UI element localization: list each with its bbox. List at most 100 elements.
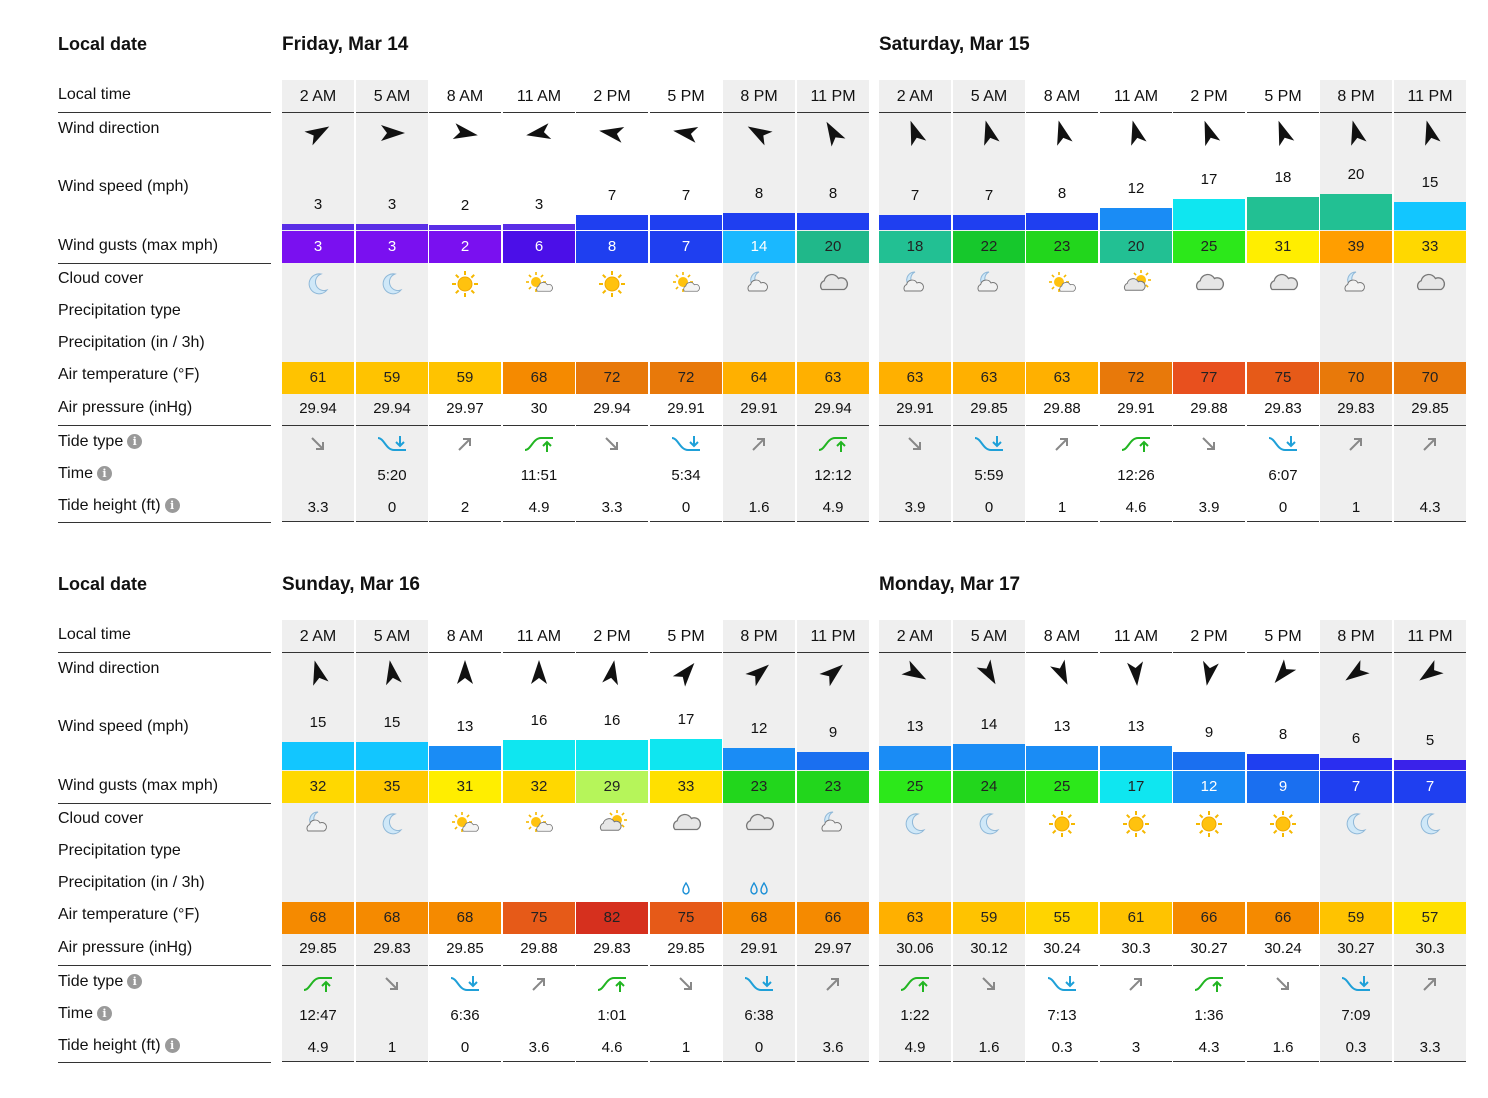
forecast-column: 2 PM 17 25 77 29.88 3.9 bbox=[1173, 80, 1245, 522]
row-divider bbox=[879, 425, 951, 426]
tide-height-value: 1.6 bbox=[978, 1039, 1000, 1056]
rising-tide-icon bbox=[1026, 434, 1098, 458]
row-label-air-pressure-text: Air pressure (inHg) bbox=[58, 399, 193, 416]
row-divider bbox=[1320, 1061, 1392, 1062]
wind-direction-arrow-icon bbox=[1173, 118, 1245, 152]
time-label: 5 PM bbox=[667, 628, 705, 645]
row-divider bbox=[879, 652, 951, 653]
cloud-icon bbox=[650, 809, 722, 839]
high-tide-icon bbox=[879, 974, 951, 998]
wind-speed-value: 5 bbox=[1425, 732, 1435, 749]
moon-cloud-icon bbox=[879, 269, 951, 299]
tide-height-value: 4.6 bbox=[1125, 499, 1147, 516]
air-pressure-value: 29.97 bbox=[814, 940, 852, 957]
row-divider bbox=[879, 965, 951, 966]
row-label-precipitation-type-text: Precipitation type bbox=[58, 302, 181, 319]
wind-gust-value: 9 bbox=[1247, 771, 1319, 803]
sun-cloud-icon bbox=[503, 269, 575, 299]
wind-gust-value: 39 bbox=[1320, 231, 1392, 263]
row-divider bbox=[503, 1061, 575, 1062]
forecast-column: 11 AM 3 6 68 30 11:51 4.9 bbox=[503, 80, 575, 522]
tide-height-value: 0 bbox=[387, 499, 397, 516]
info-icon[interactable]: i bbox=[96, 466, 112, 481]
moon-icon bbox=[282, 269, 354, 299]
wind-speed-value: 12 bbox=[1127, 180, 1145, 197]
sun-icon bbox=[1173, 809, 1245, 839]
air-temperature-value: 82 bbox=[576, 902, 648, 934]
row-label-air-temperature-text: Air temperature (°F) bbox=[58, 366, 200, 383]
wind-gust-value: 29 bbox=[576, 771, 648, 803]
forecast-column: 11 AM 12 20 72 29.91 12:26 4.6 bbox=[1100, 80, 1172, 522]
info-icon[interactable]: i bbox=[127, 434, 143, 449]
row-label-precipitation-type: Precipitation type bbox=[58, 842, 271, 860]
row-divider bbox=[1320, 521, 1392, 522]
wind-speed-value: 7 bbox=[984, 187, 994, 204]
tide-time-value: 12:26 bbox=[1117, 467, 1155, 484]
low-tide-icon bbox=[1247, 434, 1319, 458]
air-pressure-value: 29.83 bbox=[593, 940, 631, 957]
tide-height-value: 3.6 bbox=[528, 1039, 550, 1056]
wind-speed-bar bbox=[650, 739, 722, 770]
moon-cloud-icon bbox=[1320, 269, 1392, 299]
row-divider bbox=[1320, 112, 1392, 113]
rising-tide-icon bbox=[1100, 974, 1172, 998]
row-label-wind-speed-text: Wind speed (mph) bbox=[58, 718, 189, 735]
info-icon[interactable]: i bbox=[164, 1038, 180, 1053]
row-divider bbox=[282, 1061, 354, 1062]
info-icon[interactable]: i bbox=[96, 1006, 112, 1021]
cloud-icon bbox=[1247, 269, 1319, 299]
forecast-column: 2 AM 13 25 63 30.06 1:22 4.9 bbox=[879, 620, 951, 1062]
row-divider bbox=[356, 425, 428, 426]
row-label-local-time: Local time bbox=[58, 626, 271, 653]
forecast-column: 11 PM 9 23 66 29.97 3.6 bbox=[797, 620, 869, 1062]
wind-speed-value: 9 bbox=[828, 724, 838, 741]
wind-direction-arrow-icon bbox=[282, 658, 354, 692]
wind-direction-arrow-icon bbox=[282, 118, 354, 152]
wind-speed-value: 3 bbox=[313, 196, 323, 213]
wind-gust-value: 20 bbox=[1100, 231, 1172, 263]
air-pressure-value: 29.91 bbox=[667, 400, 705, 417]
wind-direction-arrow-icon bbox=[1026, 658, 1098, 692]
air-temperature-value: 68 bbox=[356, 902, 428, 934]
rising-tide-icon bbox=[429, 434, 501, 458]
low-tide-icon bbox=[723, 974, 795, 998]
low-tide-icon bbox=[953, 434, 1025, 458]
wind-speed-value: 16 bbox=[530, 712, 548, 729]
tide-height-value: 0 bbox=[984, 499, 994, 516]
forecast-column: 8 PM12230.086829.916:380 bbox=[723, 620, 795, 1062]
air-temperature-value: 75 bbox=[503, 902, 575, 934]
wind-speed-value: 13 bbox=[1053, 718, 1071, 735]
low-tide-icon bbox=[650, 434, 722, 458]
tide-time-value: 5:59 bbox=[974, 467, 1004, 484]
air-pressure-value: 29.97 bbox=[446, 400, 484, 417]
wind-speed-bar bbox=[1394, 760, 1466, 770]
info-icon[interactable]: i bbox=[164, 498, 180, 513]
time-label: 11 PM bbox=[1407, 88, 1453, 105]
row-divider bbox=[953, 1061, 1025, 1062]
row-divider bbox=[953, 652, 1025, 653]
row-label-air-pressure: Air pressure (inHg) bbox=[58, 939, 271, 966]
wind-speed-value: 13 bbox=[1127, 718, 1145, 735]
info-icon[interactable]: i bbox=[127, 974, 143, 989]
row-label-tide-time-text: Time bbox=[58, 1005, 93, 1022]
wind-speed-bar bbox=[953, 215, 1025, 230]
wind-gust-value: 23 bbox=[1026, 231, 1098, 263]
wind-gust-value: 22 bbox=[953, 231, 1025, 263]
tide-height-value: 4.9 bbox=[528, 499, 550, 516]
row-divider bbox=[576, 112, 648, 113]
row-divider bbox=[1173, 965, 1245, 966]
sun-icon bbox=[576, 269, 648, 299]
row-divider bbox=[1320, 652, 1392, 653]
row-divider bbox=[650, 112, 722, 113]
falling-tide-icon bbox=[650, 974, 722, 998]
forecast-column: 5 AM 7 22 63 29.85 5:59 0 bbox=[953, 80, 1025, 522]
sun-icon bbox=[429, 269, 501, 299]
air-temperature-value: 68 bbox=[282, 902, 354, 934]
row-divider bbox=[650, 521, 722, 522]
wind-direction-arrow-icon bbox=[1100, 658, 1172, 692]
wind-direction-arrow-icon bbox=[503, 118, 575, 152]
time-label: 5 AM bbox=[970, 88, 1008, 105]
row-divider bbox=[503, 425, 575, 426]
row-divider bbox=[1173, 112, 1245, 113]
tide-height-value: 3.3 bbox=[307, 499, 329, 516]
